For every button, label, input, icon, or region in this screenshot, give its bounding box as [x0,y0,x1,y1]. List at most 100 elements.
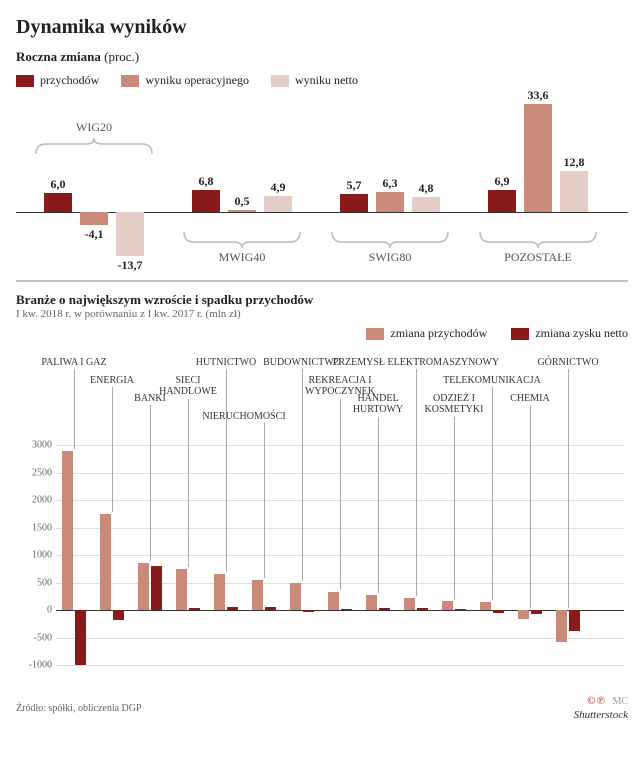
leader-line [264,423,265,578]
chart1-bar-label: 6,8 [199,174,214,189]
chart2-ytick: -500 [34,632,52,643]
legend-label: zmiana zysku netto [535,326,628,341]
chart2-ytick: 1000 [32,550,52,561]
leader-line [188,399,189,567]
chart1-bar [412,197,440,212]
chart1-bar-label: 6,3 [383,176,398,191]
bracket-icon [34,136,154,156]
legend-label: zmiana przychodów [390,326,487,341]
chart1-group-label: WIG20 [76,120,112,135]
chart1-bar [228,210,256,212]
chart2-bar [252,580,263,610]
chart2-category-label: HUTNICTWO [196,357,257,368]
chart2-category-label: BUDOWNICTWO [263,357,341,368]
chart2-bar [113,610,124,620]
leader-line [568,369,569,608]
legend-swatch [366,328,384,340]
subtitle-bold: Roczna zmiana [16,49,101,64]
chart1-bar [264,196,292,212]
leader-line [112,387,113,512]
chart1-bar [488,190,516,212]
chart2-bar [290,583,301,611]
legend-swatch [271,75,289,87]
chart1-bar-label: 6,0 [51,177,66,192]
bracket-icon [478,230,598,250]
chart2-ytick: 500 [37,577,52,588]
chart1-bar [80,212,108,225]
chart2-bar [176,569,187,610]
chart2-bar [493,610,504,613]
chart2-bar [62,451,73,611]
chart2-category-label: HANDELHURTOWY [353,393,403,415]
chart2-bar [379,608,390,610]
chart1-legend: przychodów wyniku operacyjnego wyniku nett… [16,73,628,88]
chart1: 6,0-4,1-13,7WIG206,80,54,9MWIG405,76,34,… [16,92,628,282]
chart2-category-label: ENERGIA [90,375,134,386]
chart2-container: Branże o największym wzroście i spadku p… [16,292,628,685]
chart2-bar [366,595,377,610]
legend-item: wyniku netto [271,73,358,88]
chart2-legend: zmiana przychodów zmiana zysku netto [16,326,628,341]
leader-line [378,417,379,593]
chart1-bar-label: 5,7 [347,178,362,193]
chart2-bar [442,601,453,610]
chart2-category-label: PALIWA I GAZ [41,357,106,368]
chart2-bar [138,563,149,610]
leader-line [302,369,303,581]
chart2-bar [518,610,529,619]
chart2-category-label: SIECIHANDLOWE [159,375,217,397]
chart2-ytick: 1500 [32,522,52,533]
legend-swatch [16,75,34,87]
chart2-ytick: 0 [47,605,52,616]
chart2-bar [265,607,276,610]
chart1-bar [116,212,144,256]
bracket-icon [330,230,450,250]
chart2-bar [189,608,200,610]
chart2-bar [341,609,352,610]
legend-swatch [511,328,529,340]
chart2-category-label: TELEKOMUNIKACJA [443,375,541,386]
chart2-title: Branże o największym wzroście i spadku p… [16,292,628,308]
copyright-icon: ©℗ [587,695,606,707]
author-initials: MC [612,696,628,707]
legend-item: przychodów [16,73,99,88]
chart2-bar [303,610,314,612]
chart1-bar-label: -13,7 [118,258,143,273]
leader-line [150,405,151,561]
legend-label: wyniku netto [295,73,358,88]
chart2-bar [556,610,567,642]
legend-item: zmiana zysku netto [511,326,628,341]
source-text: Źródło: spółki, obliczenia DGP [16,703,142,714]
chart1-bar [44,193,72,212]
shutterstock-credit: Shutterstock [574,709,628,721]
chart2-bar [227,607,238,610]
chart1-bar [560,171,588,212]
chart2-category-label: ODZIEŻ IKOSMETYKI [425,393,484,415]
chart2-bar [480,602,491,610]
chart2: -1000 -500 0 500 1000 1500 2000 2500 3000 PALIWA… [16,345,628,685]
leader-line [492,387,493,600]
chart2-ytick: 2500 [32,467,52,478]
chart1-bar-label: 4,8 [419,181,434,196]
chart2-ytick: 2000 [32,495,52,506]
chart2-ytick: -1000 [29,660,52,671]
chart1-bar-label: 0,5 [235,194,250,209]
chart2-bar [417,608,428,610]
chart2-bar [151,566,162,610]
chart2-category-label: GÓRNICTWO [537,357,598,368]
chart2-gridline [56,665,624,666]
chart1-subtitle: Roczna zmiana (proc.) [16,49,628,65]
chart2-bar [455,609,466,610]
chart2-bar [328,592,339,610]
legend-label: wyniku operacyjnego [145,73,249,88]
leader-line [74,369,75,449]
footer: Źródło: spółki, obliczenia DGP ©℗ MC Shu… [16,695,628,721]
main-title: Dynamika wyników [16,16,628,39]
chart2-ytick: 3000 [32,440,52,451]
chart1-bar-label: 33,6 [528,88,549,103]
legend-label: przychodów [40,73,99,88]
legend-swatch [121,75,139,87]
chart2-category-label: NIERUCHOMOŚCI [202,411,285,422]
leader-line [416,369,417,596]
chart1-bar-label: 4,9 [271,180,286,195]
